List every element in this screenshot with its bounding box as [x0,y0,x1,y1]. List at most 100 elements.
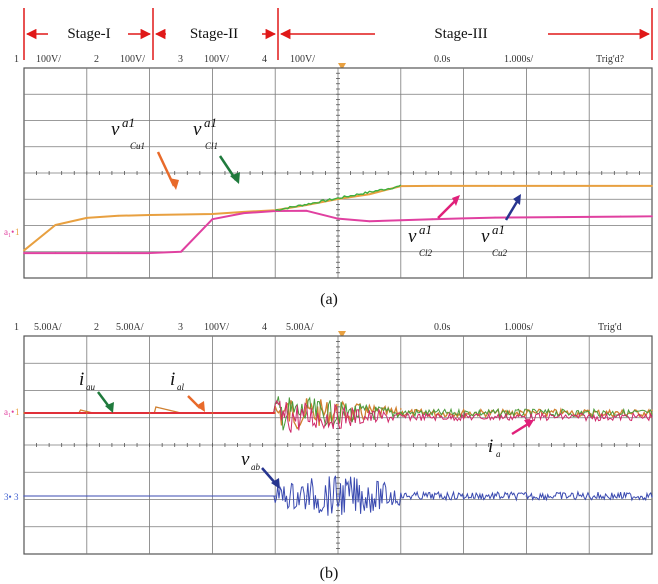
b-ch1-num: 1 [14,322,19,333]
data-point [462,217,465,220]
data-point [242,212,245,215]
data-point [556,216,559,219]
data-point [117,214,120,217]
b-ch3-scale: 100V/ [204,322,229,333]
data-point [400,495,402,497]
timebase: 1.000s/ [504,54,533,65]
data-point [23,412,25,414]
data-point [274,412,277,414]
data-point [23,495,25,497]
data-point [86,495,88,497]
data-point [588,495,590,497]
svg-text:Cl2: Cl2 [419,248,433,258]
annotation-v-cl2: v a1 Cl2 [408,195,460,258]
svg-text:a: a [496,449,501,459]
caption-a: (a) [320,291,338,308]
data-point [305,398,308,401]
trace-a-ripple [275,184,402,212]
svg-text:Cu1: Cu1 [130,141,145,151]
data-point [337,217,339,220]
ch1-scale: 100V/ [36,54,61,65]
time-position: 0.0s [434,54,451,65]
ch4-num: 4 [262,54,267,65]
data-point [525,216,528,219]
data-point [462,184,465,187]
data-point [337,404,339,406]
ch4-scale: 100V/ [290,54,315,65]
ch3-num: 3 [178,54,183,65]
annotation-v-ab: v ab [241,449,280,489]
data-point [494,184,496,187]
data-point [588,215,591,218]
svg-text:i: i [79,369,84,390]
ch-a-ground-num: 1 [15,227,20,237]
data-point [211,412,214,414]
data-point [556,184,559,187]
data-point [462,495,465,497]
data-point [588,184,591,187]
svg-text:v: v [481,226,490,247]
data-point [180,213,182,216]
data-point [525,184,528,187]
data-point [54,252,57,254]
data-point [399,219,402,222]
ch3-scale: 100V/ [204,54,229,65]
ch1-num: 1 [14,54,19,65]
b-ch4-num: 4 [262,322,267,333]
svg-text:v: v [193,119,202,140]
data-point [400,408,402,410]
ch3-ground-num: 3 [14,492,19,502]
data-point [85,216,88,219]
data-point [431,184,434,187]
data-point [651,215,653,218]
stage-1-label: Stage-I [67,26,110,42]
svg-text:a1: a1 [492,222,505,237]
svg-text:i: i [170,369,175,390]
channel-header-a: 1 100V/ 2 100V/ 3 100V/ 4 100V/ 0.0s 1.0… [14,54,625,70]
channel-header-b: 1 5.00A/ 2 5.00A/ 3 100V/ 4 5.00A/ 0.0s … [14,322,622,338]
ch3-ground-marker-icon: 3• [4,492,12,502]
data-point [148,214,151,216]
annotation-i-al: i al [170,369,205,412]
svg-text:v: v [241,449,250,470]
data-point [54,224,57,226]
b-ch3-num: 3 [178,322,183,333]
data-point [368,220,371,223]
data-point [619,184,622,187]
svg-text:a1: a1 [419,222,432,237]
b-timebase: 1.000s/ [504,322,533,333]
grid-b [23,335,653,555]
panel-a: Stage-I Stage-II Stage-III 1 100V/ 2 100… [4,8,653,308]
data-point [462,409,465,412]
stage-2-label: Stage-II [190,26,238,42]
annotation-v-cu2: v a1 Cu2 [481,194,521,258]
svg-text:v: v [408,226,417,247]
data-point [86,412,88,414]
traces-a [23,184,653,255]
b-ch2-num: 2 [94,322,99,333]
ch-b-ground-num: 1 [15,407,20,417]
ch2-scale: 100V/ [120,54,145,65]
data-point [85,252,88,254]
traces-b [23,396,653,516]
data-point [525,495,528,497]
data-point [23,249,25,252]
b-ch4-scale: 5.00A/ [286,322,314,333]
data-point [368,193,371,196]
data-point [117,252,120,254]
ch-b-ground-marker-icon: a₁• [4,407,14,417]
b-trigger-marker-icon [338,331,346,338]
svg-text:a1: a1 [204,115,217,130]
trace-b-vab [24,475,653,516]
annotation-v-cl1: v a1 Cl1 [193,115,240,184]
svg-text:au: au [86,382,96,392]
data-point [274,495,277,497]
data-point [651,184,653,187]
svg-text:i: i [488,436,493,457]
data-point [431,218,434,221]
svg-text:Cl1: Cl1 [205,141,218,151]
b-ch1-scale: 5.00A/ [34,322,62,333]
annotation-i-au: i au [79,369,114,413]
b-ch2-scale: 5.00A/ [116,322,144,333]
